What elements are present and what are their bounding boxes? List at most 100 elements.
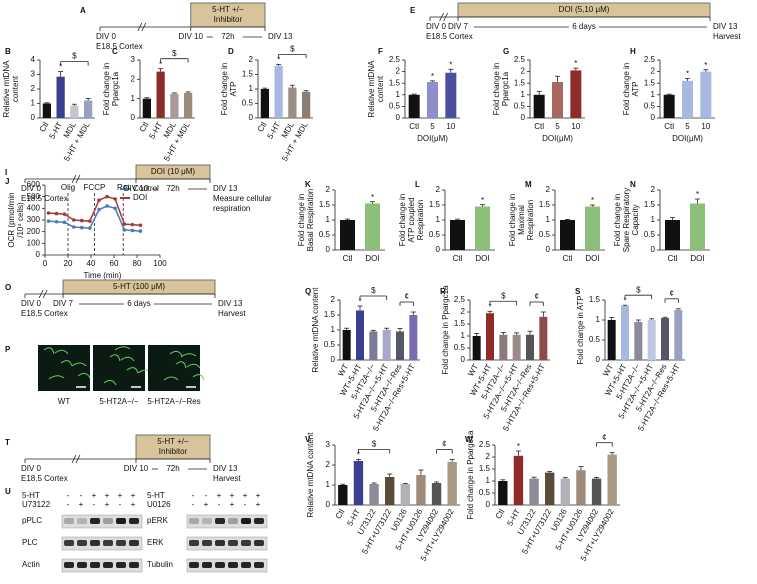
bracket-label: $ (172, 49, 177, 58)
bar (447, 462, 457, 505)
y-tick-label: 0 (521, 113, 526, 122)
bar (338, 485, 348, 505)
data-point (97, 207, 101, 212)
blot-band (215, 562, 225, 568)
blot-band (103, 518, 113, 524)
y-axis-label: Fold change in (297, 194, 306, 246)
bar (302, 91, 311, 118)
bracket-label: $ (636, 285, 641, 294)
timeline-break (137, 22, 143, 32)
panel-letter: U (5, 487, 11, 496)
y-axis-label: /10⁴ cells) (16, 202, 25, 238)
bar (665, 220, 680, 250)
significance-star: * (481, 196, 484, 205)
bar (486, 313, 494, 360)
timeline-break (443, 12, 448, 22)
bracket-label: $ (501, 291, 506, 300)
y-tick-label: 2 (249, 55, 254, 64)
timeline-mid: DIV 10 (179, 32, 204, 41)
y-tick-label: 0 (326, 500, 331, 509)
panel-letter: L (415, 180, 420, 189)
neurite (48, 375, 65, 380)
significance-star: * (59, 63, 62, 72)
y-tick-label: 1.5 (644, 78, 656, 87)
y-tick-label: 400 (27, 203, 41, 212)
injection-label: Olig (61, 183, 75, 192)
neurite (54, 349, 69, 355)
y-axis-label: Fold change in Ppargc1a (466, 430, 475, 520)
bar (369, 331, 378, 360)
y-tick-label: 0.5 (454, 343, 466, 352)
x-tick-label: Ctl (534, 122, 544, 131)
y-axis-label: Fold change in (492, 63, 501, 115)
bar (545, 472, 555, 505)
y-tick-label: 1 (326, 215, 331, 224)
bar (661, 318, 669, 360)
timeline-start: DIV 0 (21, 464, 42, 473)
blot-band (64, 540, 74, 546)
blot-band (202, 540, 212, 546)
y-tick-label: 2 (436, 185, 441, 194)
timeline-break (38, 289, 44, 299)
bar (365, 203, 380, 250)
x-tick-label: Ctl (453, 254, 463, 263)
blot-band (254, 518, 264, 524)
bar (400, 484, 410, 505)
x-tick-label: Ctl (494, 507, 507, 520)
bar (607, 454, 617, 505)
y-tick-label: 0.5 (319, 230, 331, 239)
panel-letter: J (5, 177, 9, 186)
image-label: 5-HT2A−/−Res (147, 397, 200, 406)
significance-star: * (431, 72, 434, 81)
bar (663, 94, 675, 118)
timeline-break (439, 12, 444, 22)
panel-letter: E (410, 6, 416, 15)
x-tick-label: 0 (43, 259, 48, 268)
bar (353, 461, 364, 505)
bar (634, 322, 643, 360)
panel-letter: C (112, 47, 118, 56)
y-axis-label: ATP (631, 82, 640, 97)
bar (570, 70, 582, 118)
bar (475, 206, 490, 250)
timeline-break (141, 22, 147, 32)
significance-star: * (371, 193, 374, 202)
y-axis-label: Basal Respiration (306, 189, 315, 252)
y-axis-label: Maximal (517, 205, 526, 235)
timeline-note: Harvest (213, 474, 241, 483)
bracket-label: $ (72, 52, 77, 61)
y-axis-label: Fold change in Ppargc1a (441, 285, 450, 375)
y-tick-label: 1.5 (479, 464, 491, 473)
y-tick-label: 3 (131, 55, 136, 64)
y-tick-label: 0.5 (589, 335, 601, 344)
data-point (71, 218, 76, 222)
y-axis-label: Fold change in (622, 63, 631, 115)
bar (409, 315, 418, 360)
blot-band (77, 518, 87, 524)
bar (70, 105, 79, 118)
panel-letter: V (305, 435, 311, 444)
blot-band (202, 562, 212, 568)
y-tick-label: 1.5 (589, 295, 601, 304)
treatment-sign: - (67, 500, 70, 509)
y-tick-label: 1.5 (539, 200, 551, 209)
treatment-sign: - (80, 491, 83, 500)
y-axis-label: Fold change in (398, 194, 407, 246)
blot-band (241, 540, 251, 546)
data-point (46, 219, 51, 223)
x-tick-label: 5 (555, 122, 560, 131)
bar (682, 80, 693, 118)
y-tick-label: 2.5 (644, 55, 656, 64)
blot-band (64, 518, 74, 524)
neurite (192, 374, 205, 381)
timeline-source: E18.5 Cortex (96, 42, 143, 51)
bar (560, 478, 570, 505)
y-tick-label: 0 (36, 250, 41, 259)
treatment-sign: - (119, 500, 122, 509)
blot-band (129, 562, 139, 568)
x-tick-label: Ctl (664, 122, 674, 131)
injection-label: Rot (117, 183, 130, 192)
blot-band (254, 540, 264, 546)
